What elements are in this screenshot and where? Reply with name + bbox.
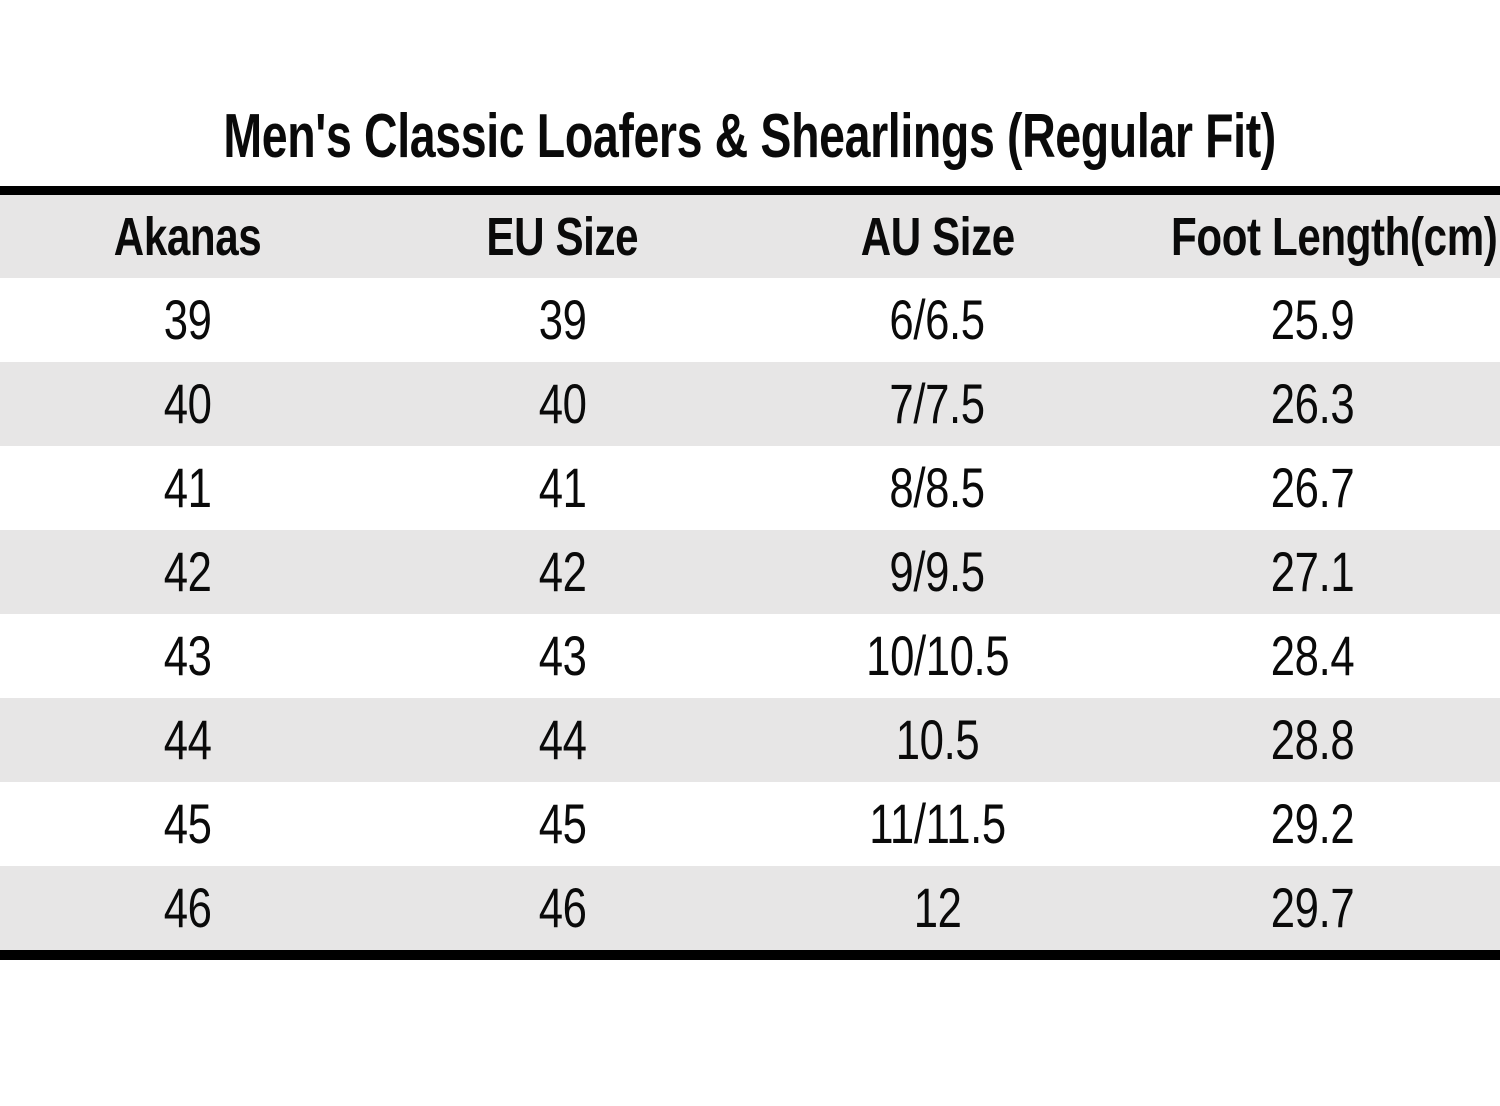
- chart-title: Men's Classic Loafers & Shearlings (Regu…: [0, 0, 1500, 186]
- table-cell: 46: [375, 866, 750, 950]
- table-cell-value: 6/6.5: [889, 288, 986, 351]
- table-cell: 42: [0, 530, 375, 614]
- table-cell-value: 42: [163, 540, 212, 603]
- column-header-0: Akanas: [0, 195, 375, 278]
- table-row: 42 42 9/9.5 27.1: [0, 530, 1500, 614]
- table-cell: 39: [0, 278, 375, 362]
- table-cell: 28.4: [1125, 614, 1500, 698]
- table-cell: 42: [375, 530, 750, 614]
- table-cell: 28.8: [1125, 698, 1500, 782]
- table-cell: 45: [0, 782, 375, 866]
- table-cell-value: 41: [163, 456, 212, 519]
- table-cell: 6/6.5: [750, 278, 1125, 362]
- table-cell-value: 10.5: [895, 708, 980, 771]
- top-rule: [0, 186, 1500, 195]
- table-cell: 41: [0, 446, 375, 530]
- table-cell-value: 29.2: [1270, 792, 1355, 855]
- table-cell-value: 43: [538, 624, 587, 687]
- table-cell-value: 40: [538, 372, 587, 435]
- table-cell-value: 29.7: [1270, 876, 1355, 939]
- size-table: Akanas EU Size AU Size Foot Length(cm) 39 39…: [0, 195, 1500, 950]
- table-cell-value: 39: [538, 288, 587, 351]
- table-cell: 29.7: [1125, 866, 1500, 950]
- table-cell-value: 44: [163, 708, 212, 771]
- table-cell-value: 11/11.5: [869, 792, 1006, 855]
- table-cell: 40: [0, 362, 375, 446]
- table-cell: 26.3: [1125, 362, 1500, 446]
- table-row: 39 39 6/6.5 25.9: [0, 278, 1500, 362]
- table-row: 43 43 10/10.5 28.4: [0, 614, 1500, 698]
- table-cell: 7/7.5: [750, 362, 1125, 446]
- table-cell-value: 26.7: [1270, 456, 1355, 519]
- table-cell-value: 12: [913, 876, 962, 939]
- table-cell: 10.5: [750, 698, 1125, 782]
- table-cell-value: 10/10.5: [865, 624, 1010, 687]
- table-cell-value: 7/7.5: [889, 372, 986, 435]
- table-cell: 46: [0, 866, 375, 950]
- table-cell: 26.7: [1125, 446, 1500, 530]
- table-cell-value: 25.9: [1270, 288, 1355, 351]
- table-row: 45 45 11/11.5 29.2: [0, 782, 1500, 866]
- table-cell: 41: [375, 446, 750, 530]
- table-cell-value: 44: [538, 708, 587, 771]
- column-header-label: Akanas: [113, 206, 262, 267]
- table-cell: 40: [375, 362, 750, 446]
- table-cell-value: 42: [538, 540, 587, 603]
- column-header-label: Foot Length(cm): [1171, 206, 1498, 267]
- table-row: 41 41 8/8.5 26.7: [0, 446, 1500, 530]
- table-cell: 44: [0, 698, 375, 782]
- table-cell: 29.2: [1125, 782, 1500, 866]
- size-chart-page: Men's Classic Loafers & Shearlings (Regu…: [0, 0, 1500, 960]
- table-cell-value: 46: [163, 876, 212, 939]
- table-cell: 27.1: [1125, 530, 1500, 614]
- table-cell: 25.9: [1125, 278, 1500, 362]
- table-cell: 45: [375, 782, 750, 866]
- table-cell-value: 43: [163, 624, 212, 687]
- column-header-1: EU Size: [375, 195, 750, 278]
- table-cell: 43: [0, 614, 375, 698]
- table-cell-value: 46: [538, 876, 587, 939]
- size-table-body: 39 39 6/6.5 25.9 40 40 7/7.5 26.3 41 41 8/8.5 26.7 4…: [0, 278, 1500, 950]
- table-cell: 8/8.5: [750, 446, 1125, 530]
- size-table-head: Akanas EU Size AU Size Foot Length(cm): [0, 195, 1500, 278]
- table-cell: 44: [375, 698, 750, 782]
- column-header-label: AU Size: [860, 206, 1015, 267]
- table-cell-value: 39: [163, 288, 212, 351]
- table-cell-value: 45: [163, 792, 212, 855]
- table-cell: 9/9.5: [750, 530, 1125, 614]
- table-row: 40 40 7/7.5 26.3: [0, 362, 1500, 446]
- bottom-rule: [0, 950, 1500, 960]
- column-header-2: AU Size: [750, 195, 1125, 278]
- column-header-3: Foot Length(cm): [1125, 195, 1500, 278]
- table-cell-value: 28.4: [1270, 624, 1355, 687]
- table-row: 46 46 12 29.7: [0, 866, 1500, 950]
- table-cell-value: 41: [538, 456, 587, 519]
- table-cell-value: 8/8.5: [889, 456, 986, 519]
- table-cell-value: 27.1: [1270, 540, 1355, 603]
- table-cell: 10/10.5: [750, 614, 1125, 698]
- table-cell-value: 40: [163, 372, 212, 435]
- table-cell: 39: [375, 278, 750, 362]
- chart-title-text: Men's Classic Loafers & Shearlings (Regu…: [223, 102, 1277, 171]
- table-cell-value: 45: [538, 792, 587, 855]
- table-cell-value: 26.3: [1270, 372, 1355, 435]
- table-row: 44 44 10.5 28.8: [0, 698, 1500, 782]
- table-cell-value: 9/9.5: [889, 540, 986, 603]
- table-cell: 43: [375, 614, 750, 698]
- table-cell-value: 28.8: [1270, 708, 1355, 771]
- header-row: Akanas EU Size AU Size Foot Length(cm): [0, 195, 1500, 278]
- column-header-label: EU Size: [486, 206, 639, 267]
- table-cell: 11/11.5: [750, 782, 1125, 866]
- table-cell: 12: [750, 866, 1125, 950]
